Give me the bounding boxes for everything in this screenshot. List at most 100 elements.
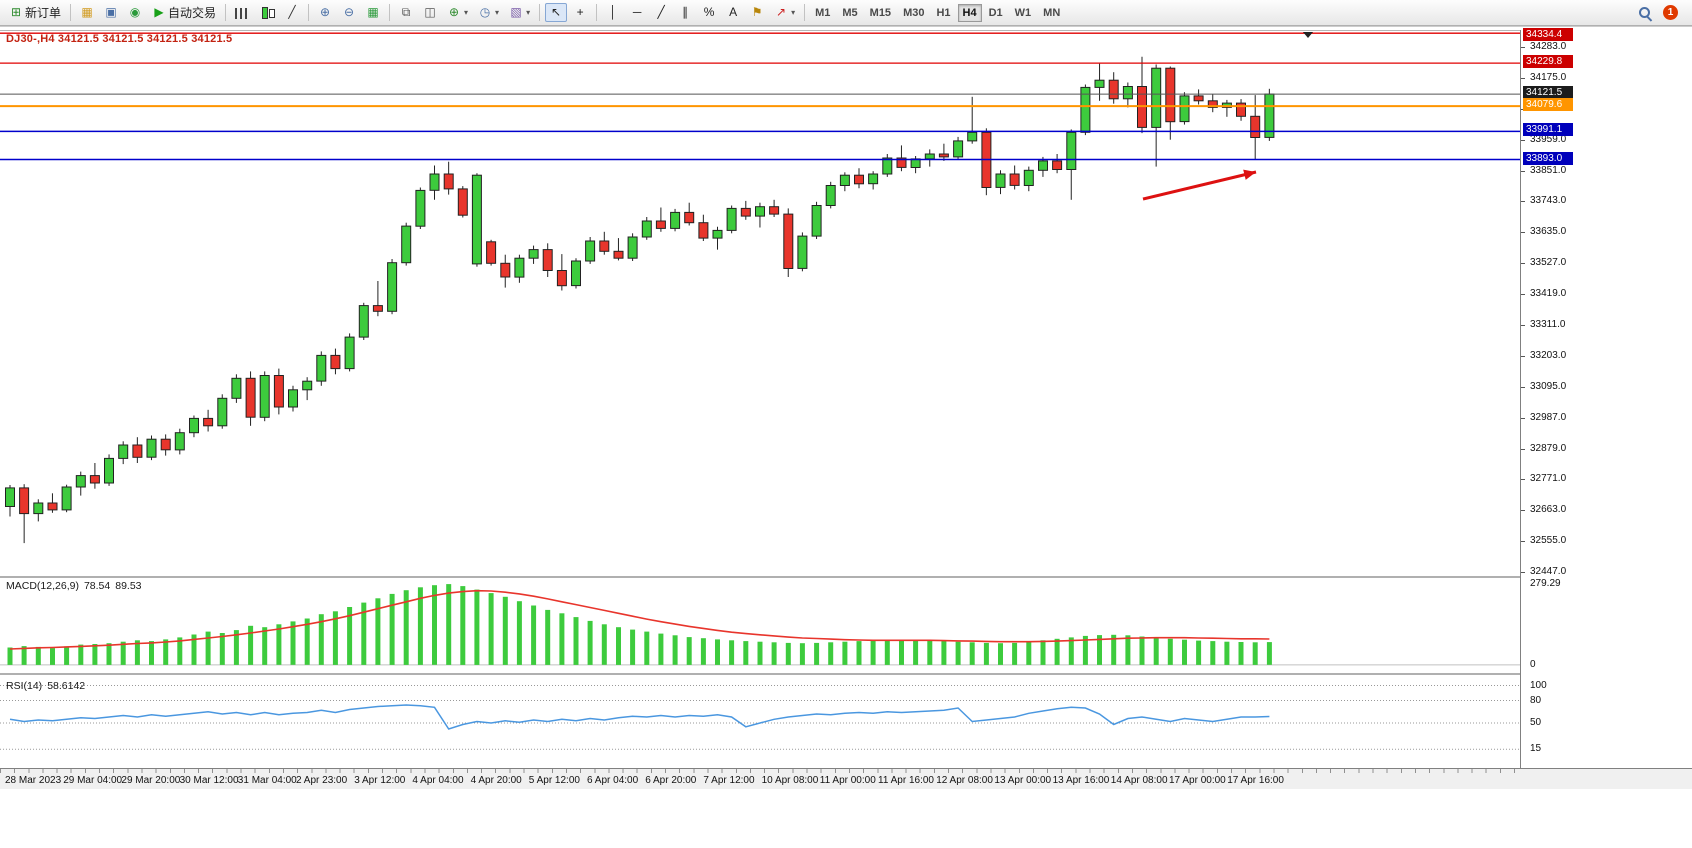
cascade-windows-button[interactable]: ⧉ xyxy=(395,3,417,22)
rsi-panel[interactable]: RSI(14) 58.6142 xyxy=(0,678,1520,768)
timeframe-mn-button[interactable]: MN xyxy=(1043,6,1061,19)
macd-histogram-bar xyxy=(191,634,197,665)
candle-body xyxy=(740,207,751,217)
price-tick xyxy=(1521,541,1525,543)
candlestick-chart-button[interactable] xyxy=(255,3,279,22)
tile-windows-button[interactable]: ▦ xyxy=(362,3,384,22)
macd-canvas xyxy=(0,584,1520,666)
candle-body xyxy=(613,250,624,259)
periods-button[interactable]: ◷ ▾ xyxy=(474,3,503,22)
macd-histogram-bar xyxy=(163,639,169,665)
macd-histogram-bar xyxy=(1111,634,1117,665)
timeframe-m1-button[interactable]: M1 xyxy=(815,6,831,19)
fibonacci-button[interactable]: % xyxy=(698,3,720,22)
text-button[interactable]: A xyxy=(722,3,744,22)
arrange-windows-button[interactable]: ◫ xyxy=(419,3,441,22)
crosshair-button[interactable]: + xyxy=(569,3,591,22)
trendline-icon: ╱ xyxy=(657,5,665,19)
price-tick xyxy=(1521,46,1525,48)
timeframe-w1-button[interactable]: W1 xyxy=(1014,6,1032,19)
equidistant-channel-button[interactable]: ∥ xyxy=(674,3,696,22)
price-axis[interactable]: 34283.034175.034067.033959.033851.033743… xyxy=(1520,28,1692,768)
autotrading-button[interactable]: ▶ 自动交易 xyxy=(148,2,220,23)
macd-histogram-bar xyxy=(771,642,777,665)
arrows-button[interactable]: ↗ ▾ xyxy=(770,3,799,22)
candle-body xyxy=(1052,160,1063,170)
timeframe-m5-button[interactable]: M5 xyxy=(842,6,858,19)
macd-histogram-bar xyxy=(304,618,310,665)
candle-body xyxy=(797,235,808,269)
timeframe-d1-button[interactable]: D1 xyxy=(988,6,1003,19)
zoom-out-button[interactable]: ⊖ xyxy=(338,3,360,22)
price-line-label[interactable]: 34229.8 xyxy=(1523,55,1573,69)
macd-histogram-bar xyxy=(1026,641,1032,665)
toolbar-separator xyxy=(389,4,391,21)
templates-button[interactable]: ▧ ▾ xyxy=(505,3,534,22)
macd-histogram-bar xyxy=(856,641,862,665)
candle-body xyxy=(1250,115,1261,139)
print-icon: ▣ xyxy=(105,5,117,19)
macd-histogram-bar xyxy=(403,590,409,665)
chart-wizard-button[interactable]: ▦ xyxy=(76,3,98,22)
timeframe-h4-button[interactable]: H4 xyxy=(957,3,982,22)
tile-windows-icon: ▦ xyxy=(367,5,379,19)
macd-panel[interactable]: MACD(12,26,9) 78.54 89.53 xyxy=(0,578,1520,675)
timeframe-m15-button[interactable]: M15 xyxy=(869,6,892,19)
horizontal-line-button[interactable]: ─ xyxy=(626,3,648,22)
price-line-label[interactable]: 34121.5 xyxy=(1523,86,1573,100)
trend-arrow[interactable] xyxy=(1142,170,1257,201)
macd-histogram-bar xyxy=(7,647,13,665)
new-order-button[interactable]: ⊞ 新订单 xyxy=(5,2,65,23)
candle-body xyxy=(5,487,15,507)
line-chart-button[interactable]: ╱ xyxy=(281,3,303,22)
community-button[interactable]: ◉ xyxy=(124,3,146,22)
time-label: 10 Apr 08:00 xyxy=(761,775,819,786)
print-button[interactable]: ▣ xyxy=(100,3,122,22)
candle-body xyxy=(839,174,850,186)
price-chart-canvas[interactable] xyxy=(0,31,1520,576)
search-icon[interactable] xyxy=(1637,5,1653,21)
macd-histogram-bar xyxy=(686,637,692,665)
candle-body xyxy=(953,140,964,158)
macd-histogram-bar xyxy=(1182,639,1187,665)
bar-chart-button[interactable] xyxy=(231,4,253,21)
price-tick-label: 33203.0 xyxy=(1530,349,1567,361)
price-tick-label: 32555.0 xyxy=(1530,535,1567,547)
trendline-button[interactable]: ╱ xyxy=(650,3,672,22)
vertical-line-button[interactable]: │ xyxy=(602,3,624,22)
chart-shift-marker-icon[interactable] xyxy=(1303,32,1313,38)
zoom-in-button[interactable]: ⊕ xyxy=(314,3,336,22)
time-axis[interactable]: 28 Mar 2023 29 Mar 04:00 29 Mar 20:00 30 Ma… xyxy=(0,768,1692,789)
macd-histogram-bar xyxy=(983,642,989,665)
candle-body xyxy=(684,211,695,224)
time-label: 29 Mar 04:00 xyxy=(63,775,123,786)
time-label: 28 Mar 2023 xyxy=(5,775,62,786)
candle-body xyxy=(1023,169,1034,187)
price-chart-panel[interactable]: DJ30-,H4 34121.5 34121.5 34121.5 34121.5 xyxy=(0,30,1520,578)
candle-body xyxy=(429,173,440,191)
dropdown-caret-icon: ▾ xyxy=(495,8,500,17)
notification-badge[interactable]: 1 xyxy=(1663,5,1678,20)
price-line-label[interactable]: 33893.0 xyxy=(1523,151,1573,165)
rsi-canvas xyxy=(0,685,1520,750)
timeframe-h1-button[interactable]: H1 xyxy=(936,6,951,19)
macd-histogram-bar xyxy=(1238,642,1244,665)
macd-histogram-bar xyxy=(1252,642,1258,665)
time-label: 14 Apr 08:00 xyxy=(1110,775,1168,786)
timeframe-m30-button[interactable]: M30 xyxy=(903,6,925,19)
candle-body xyxy=(189,417,199,434)
candle-body xyxy=(825,185,836,206)
price-line-label[interactable]: 33991.1 xyxy=(1523,123,1573,137)
symbol-ohlc-header: DJ30-,H4 34121.5 34121.5 34121.5 34121.5 xyxy=(6,33,233,45)
candle-body xyxy=(585,240,596,262)
price-line-label[interactable]: 34079.6 xyxy=(1523,98,1573,112)
macd-histogram-bar xyxy=(1196,640,1202,665)
candle-body xyxy=(457,188,468,216)
price-line-label[interactable]: 34334.4 xyxy=(1523,28,1573,41)
cursor-button[interactable]: ↖ xyxy=(545,3,568,22)
price-tick-label: 32447.0 xyxy=(1530,566,1567,578)
macd-histogram-bar xyxy=(417,587,423,665)
toolbar-buttons: ⊞ 新订单 ▦ ▣ ◉ ▶ 自动交易 ╱ ⊕ ⊖ ▦ ⧉ ◫ ⊕ ▾ ◷ ▾ ▧ ▾ ↖ + │ ─ ╱ ∥% A ⚑ ↗ ▾ M1 M5 M… xyxy=(4,2,1066,23)
text-label-button[interactable]: ⚑ xyxy=(746,3,768,22)
indicators-button[interactable]: ⊕ ▾ xyxy=(443,3,472,22)
